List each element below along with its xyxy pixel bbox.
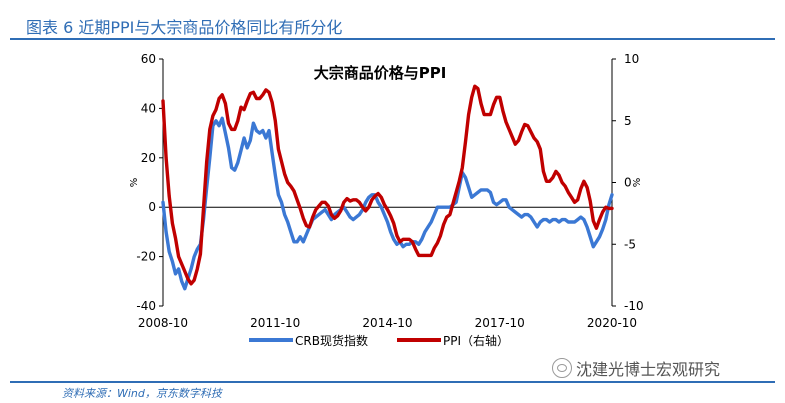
right-tick-label: 5 (624, 114, 632, 128)
left-tick-label: 20 (141, 151, 156, 165)
x-tick-label: 2008-10 (138, 316, 188, 330)
left-tick-label: -20 (136, 250, 156, 264)
source-rule (10, 381, 775, 383)
series-group (161, 84, 614, 291)
series-line-crb (161, 116, 614, 291)
source-note: 资料来源：Wind，京东数字科技 (62, 387, 222, 400)
x-tick-label: 2020-10 (587, 316, 637, 330)
left-tick-label: -40 (136, 299, 156, 313)
series-line-ppi (161, 84, 614, 286)
legend-label-ppi: PPI（右轴） (443, 333, 509, 348)
wechat-icon (552, 358, 572, 378)
legend: CRB现货指数 PPI（右轴） (249, 333, 509, 348)
right-tick-label: 10 (624, 52, 639, 66)
left-tick-label: 0 (148, 200, 156, 214)
right-tick-label: -10 (624, 299, 644, 313)
x-tick-label: 2017-10 (475, 316, 525, 330)
watermark-text: 沈建光博士宏观研究 (576, 360, 721, 379)
left-tick-label: 40 (141, 101, 156, 115)
right-tick-label: 0 (624, 176, 632, 190)
left-axis-unit: % (129, 178, 140, 188)
chart-title: 大宗商品价格与PPI (314, 64, 447, 82)
legend-label-crb: CRB现货指数 (295, 333, 368, 348)
right-tick-label: -5 (624, 237, 636, 251)
left-tick-label: 60 (141, 52, 156, 66)
right-axis-unit: % (632, 178, 643, 188)
figure-title: 图表 6 近期PPI与大宗商品价格同比有所分化 (26, 18, 343, 37)
x-tick-label: 2011-10 (250, 316, 300, 330)
x-tick-label: 2014-10 (362, 316, 412, 330)
watermark: 沈建光博士宏观研究 (552, 356, 720, 380)
title-rule (10, 38, 775, 40)
